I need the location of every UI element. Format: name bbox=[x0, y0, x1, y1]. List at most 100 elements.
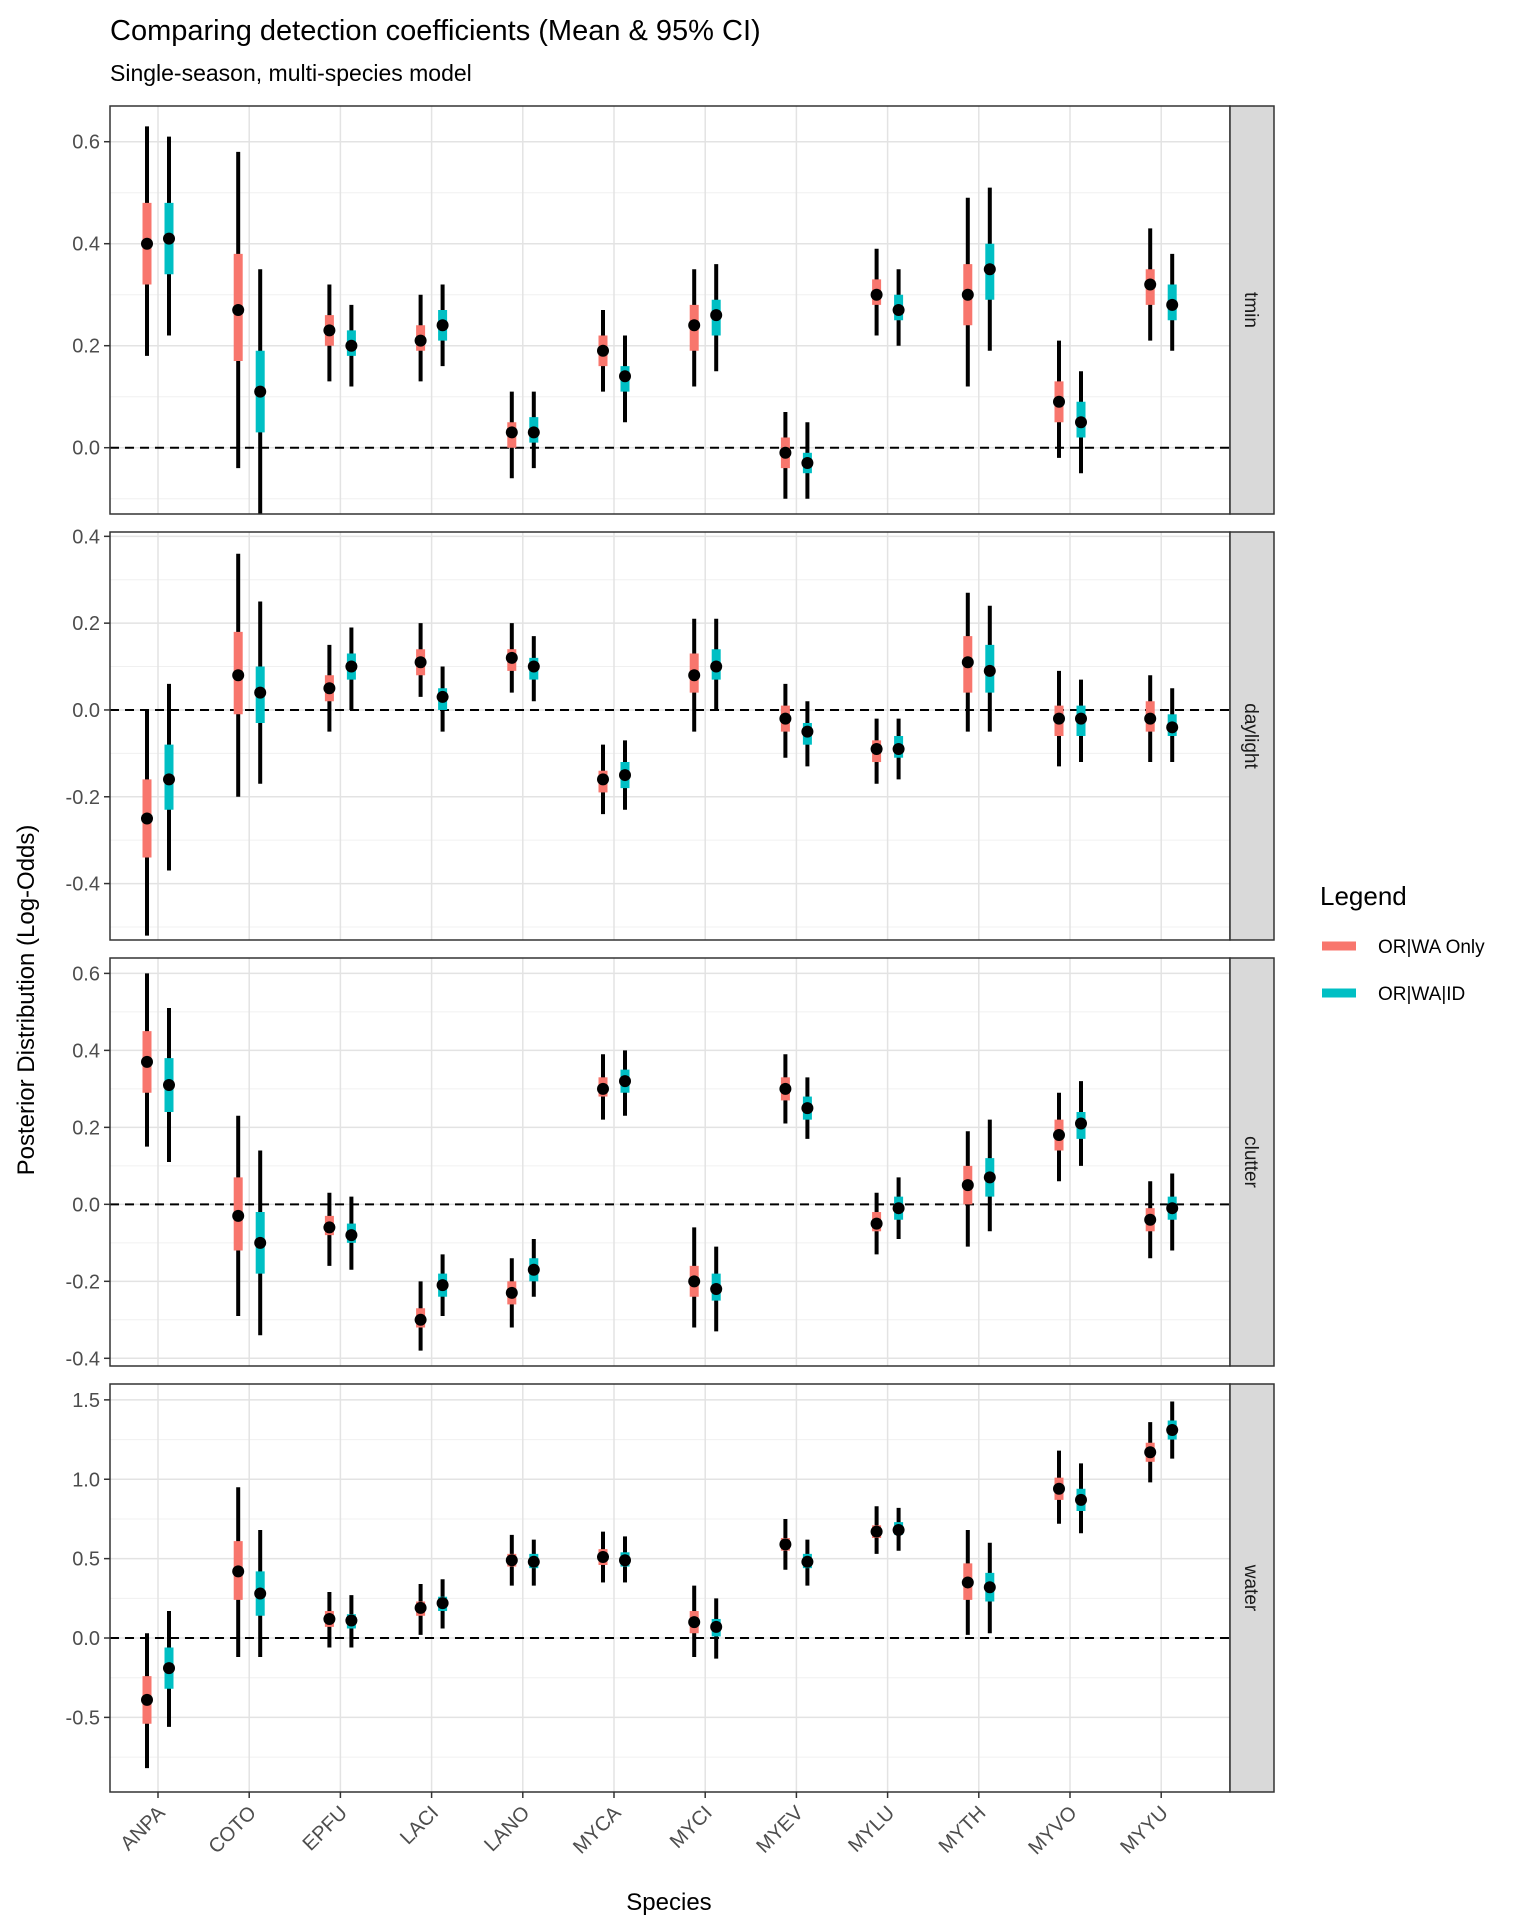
estimate-clutter-myev-or-wa-id bbox=[801, 1077, 814, 1139]
mean-point bbox=[892, 1524, 905, 1537]
y-tick-label: 0.0 bbox=[72, 700, 100, 722]
estimate-clutter-myth-or-wa-id bbox=[983, 1119, 996, 1232]
mean-point bbox=[801, 1555, 814, 1568]
x-tick-label-epfu: EPFU bbox=[299, 1802, 352, 1855]
mean-point bbox=[436, 690, 449, 703]
y-tick-label: 0.4 bbox=[72, 526, 100, 548]
estimate-tmin-lano-or-wa-id bbox=[527, 391, 540, 469]
mean-point bbox=[414, 334, 427, 347]
mean-point bbox=[1075, 416, 1087, 429]
facet-panels: 0.6 0.4 0.2 0.0 tmin 0.4 0.2 0.0 -0.2 -0.4 dayligh… bbox=[66, 105, 1275, 1793]
mean-point bbox=[619, 1554, 631, 1567]
mean-point bbox=[323, 682, 336, 695]
panel-background bbox=[110, 106, 1230, 514]
x-axis-title: Species bbox=[626, 1889, 711, 1916]
mean-point bbox=[688, 1616, 701, 1629]
estimate-water-myth-or-wa-only bbox=[961, 1530, 974, 1635]
estimate-water-myyu-or-wa-only bbox=[1144, 1422, 1157, 1483]
estimate-daylight-mylu-or-wa-only bbox=[870, 718, 883, 784]
estimate-daylight-myvo-or-wa-only bbox=[1053, 670, 1065, 767]
facet-strip bbox=[1229, 105, 1275, 515]
estimate-clutter-myci-or-wa-id bbox=[710, 1246, 723, 1332]
mean-point bbox=[436, 1597, 449, 1610]
mean-point bbox=[961, 288, 974, 301]
estimate-clutter-anpa-or-wa-only bbox=[141, 973, 153, 1147]
y-tick-label: -0.2 bbox=[66, 787, 100, 809]
estimate-water-coto-or-wa-only bbox=[232, 1487, 245, 1658]
y-tick-label: 0.6 bbox=[72, 963, 100, 985]
mean-point bbox=[414, 656, 427, 669]
mean-point bbox=[1144, 712, 1157, 725]
facet-strip bbox=[1229, 957, 1275, 1367]
facet-strip-label: tmin bbox=[1240, 292, 1261, 328]
legend-label-or-wa-only: OR|WA Only bbox=[1378, 937, 1485, 958]
estimate-tmin-myth-or-wa-id bbox=[983, 187, 996, 351]
mean-point bbox=[1075, 1493, 1087, 1506]
x-tick-label-myvo: MYVO bbox=[1024, 1802, 1081, 1859]
mean-point bbox=[892, 743, 905, 756]
mean-point bbox=[1053, 1482, 1065, 1495]
estimate-daylight-myth-or-wa-id bbox=[983, 605, 996, 732]
mean-point bbox=[710, 309, 723, 322]
panel-background bbox=[110, 1384, 1230, 1792]
mean-point bbox=[163, 1079, 175, 1092]
x-tick-label-anpa: ANPA bbox=[117, 1802, 170, 1855]
x-axis: ANPA COTO EPFU LACI LANO MYCA MYCI MYEV MYLU MYTH… bbox=[117, 1792, 1173, 1859]
mean-point bbox=[597, 773, 609, 786]
estimate-water-myca-or-wa-only bbox=[597, 1531, 609, 1583]
mean-point bbox=[414, 1601, 427, 1614]
estimate-daylight-epfu-or-wa-id bbox=[345, 627, 358, 710]
estimate-tmin-coto-or-wa-only bbox=[232, 151, 245, 469]
estimate-tmin-myyu-or-wa-id bbox=[1166, 253, 1179, 351]
estimate-water-myci-or-wa-only bbox=[688, 1585, 701, 1658]
estimate-water-anpa-or-wa-only bbox=[141, 1633, 153, 1769]
mean-point bbox=[163, 1662, 175, 1675]
estimate-clutter-laci-or-wa-id bbox=[436, 1254, 449, 1316]
mean-point bbox=[505, 1554, 518, 1567]
estimate-daylight-anpa-or-wa-id bbox=[163, 683, 175, 871]
mean-point bbox=[254, 385, 267, 398]
chart-title: Comparing detection coefficients (Mean &… bbox=[110, 15, 761, 47]
x-tick-label-myci: MYCI bbox=[666, 1802, 717, 1853]
estimate-tmin-laci-or-wa-only bbox=[414, 294, 427, 382]
estimate-tmin-myev-or-wa-only bbox=[779, 412, 792, 499]
estimate-clutter-mylu-or-wa-id bbox=[892, 1177, 905, 1239]
mean-point bbox=[870, 1525, 883, 1538]
mean-point bbox=[801, 725, 814, 738]
mean-point bbox=[710, 1620, 723, 1633]
mean-point bbox=[436, 1279, 449, 1292]
y-tick-label: 0.4 bbox=[72, 234, 100, 256]
estimate-daylight-myev-or-wa-only bbox=[779, 683, 792, 758]
estimate-water-anpa-or-wa-id bbox=[163, 1611, 175, 1727]
estimate-tmin-myci-or-wa-only bbox=[688, 269, 701, 387]
y-tick-label: 1.0 bbox=[72, 1469, 100, 1491]
estimate-tmin-coto-or-wa-id bbox=[254, 269, 267, 514]
estimate-tmin-myyu-or-wa-only bbox=[1144, 228, 1157, 341]
facet-strip-label: daylight bbox=[1240, 703, 1261, 769]
mean-point bbox=[345, 1229, 358, 1242]
x-tick-label-myth: MYTH bbox=[935, 1802, 991, 1858]
mean-point bbox=[323, 1612, 336, 1625]
estimate-daylight-myth-or-wa-only bbox=[961, 592, 974, 732]
mean-point bbox=[527, 660, 540, 673]
panel-background bbox=[110, 958, 1230, 1366]
x-tick-label-myca: MYCA bbox=[569, 1802, 626, 1859]
estimate-tmin-anpa-or-wa-id bbox=[163, 136, 175, 336]
facet-strip-label: clutter bbox=[1240, 1136, 1261, 1188]
mean-point bbox=[1144, 1446, 1157, 1459]
y-tick-label: -0.4 bbox=[66, 1348, 100, 1370]
mean-point bbox=[619, 370, 631, 383]
estimate-tmin-myev-or-wa-id bbox=[801, 422, 814, 499]
mean-point bbox=[505, 651, 518, 664]
mean-point bbox=[619, 769, 631, 782]
x-tick-label-laci: LACI bbox=[396, 1802, 443, 1849]
mean-point bbox=[688, 669, 701, 682]
y-tick-label: 0.0 bbox=[72, 1628, 100, 1650]
y-tick-label: 0.2 bbox=[72, 1117, 100, 1139]
mean-point bbox=[870, 743, 883, 756]
mean-point bbox=[779, 1538, 792, 1551]
panel-daylight: 0.4 0.2 0.0 -0.2 -0.4 daylight bbox=[66, 526, 1275, 941]
estimate-daylight-epfu-or-wa-only bbox=[323, 644, 336, 732]
mean-point bbox=[141, 1693, 153, 1706]
estimate-water-myth-or-wa-id bbox=[983, 1542, 996, 1634]
